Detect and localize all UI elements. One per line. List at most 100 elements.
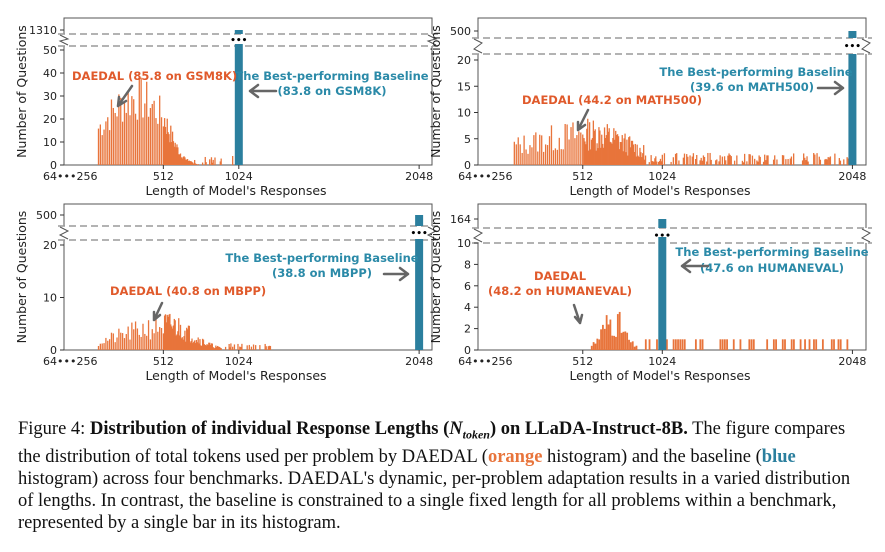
daedal-bar [776,159,778,165]
axis-break-band [63,226,433,240]
daedal-bar [224,346,227,350]
daedal-bar [186,159,189,165]
daedal-bar [643,145,645,165]
daedal-bar [525,149,527,165]
daedal-bar [228,343,230,350]
daedal-bar [188,325,191,350]
baseline-annotation-line1: The Best-performing Baseline [675,245,868,259]
daedal-bar [515,144,517,165]
break-zigzag-left [58,34,70,46]
y-tick-label: 0 [464,159,471,172]
daedal-bar [606,124,608,165]
daedal-bar [607,131,609,165]
daedal-bar [601,134,603,165]
daedal-bar [165,322,168,350]
daedal-bar [757,161,759,165]
daedal-bar [194,159,196,165]
daedal-bar [196,342,198,350]
daedal-bar [193,163,195,165]
break-ellipsis: ••• [410,229,427,239]
daedal-bar [635,156,637,165]
daedal-bar [200,345,202,350]
daedal-bar [167,132,169,165]
daedal-bar [187,160,190,165]
daedal-bar [209,342,211,350]
daedal-bar [682,157,685,165]
daedal-bar [652,161,654,165]
daedal-bar [787,159,789,165]
daedal-bar [118,94,120,165]
daedal-bar [596,143,598,165]
daedal-bar [593,130,595,165]
daedal-bar [153,333,155,350]
daedal-bar [603,127,606,165]
daedal-bar [120,332,122,350]
daedal-annotation: DAEDAL (40.8 on MBPP) [110,284,266,298]
daedal-bar [626,139,628,165]
daedal-bar [201,338,204,350]
daedal-bar [846,339,849,350]
daedal-bar [644,339,647,350]
daedal-bar [175,147,177,165]
daedal-bar [521,152,523,165]
daedal-bar [123,338,126,350]
x-axis-label: Length of Model's Responses [145,183,326,198]
daedal-bar [699,339,702,350]
daedal-bar [742,162,745,165]
daedal-bar [656,339,658,350]
daedal-bar [517,137,519,165]
daedal-bar [618,311,621,350]
daedal-bar [232,346,234,350]
daedal-bar [672,339,675,350]
daedal-bar [609,141,611,165]
baseline-annotation-line2: (83.8 on GSM8K) [277,84,386,98]
daedal-bar [578,131,580,165]
daedal-bar [598,127,600,165]
daedal-bar [554,148,557,165]
daedal-bar [584,141,586,165]
daedal-bar [239,346,241,350]
daedal-bar [824,159,826,165]
daedal-bar [108,339,111,350]
daedal-bar [267,346,269,350]
daedal-bar [101,135,103,165]
y-axis-label: Number of Questions [428,25,443,158]
daedal-bar [134,321,137,350]
daedal-bar [171,131,174,165]
daedal-histogram [513,118,853,165]
y-axis-label: Number of Questions [14,211,29,344]
daedal-bar [144,333,146,350]
daedal-bar [598,339,601,350]
daedal-bar [683,339,686,350]
daedal-bar [127,92,129,165]
daedal-bar [114,342,116,350]
daedal-bar [190,341,192,350]
daedal-bar [629,342,632,350]
baseline-annotation-line1: The Best-performing Baseline [225,251,418,265]
daedal-bar [513,141,515,165]
daedal-bar [813,153,815,165]
baseline-arrow [816,80,845,96]
daedal-bar [159,95,161,165]
chart-panel-mbpp: 0 10 20 500 Number of Questions 64•••256 512 10… [14,203,438,383]
daedal-bar [616,134,618,165]
daedal-bar [605,135,608,165]
daedal-bar [825,158,827,165]
daedal-bar [592,342,595,350]
daedal-bar [710,159,712,165]
daedal-bar [192,162,194,165]
daedal-bar [580,132,582,165]
daedal-bar [660,161,663,165]
daedal-bar [541,135,543,165]
break-ellipsis: ••• [230,36,247,46]
daedal-bar [585,144,587,165]
daedal-bar [255,345,257,350]
daedal-bar [212,159,214,165]
daedal-bar [218,346,221,350]
x-tick-label: 2048 [405,170,433,183]
daedal-bar [586,128,588,165]
daedal-bar [703,156,706,165]
daedal-bar [204,156,206,165]
daedal-bar [632,144,635,165]
